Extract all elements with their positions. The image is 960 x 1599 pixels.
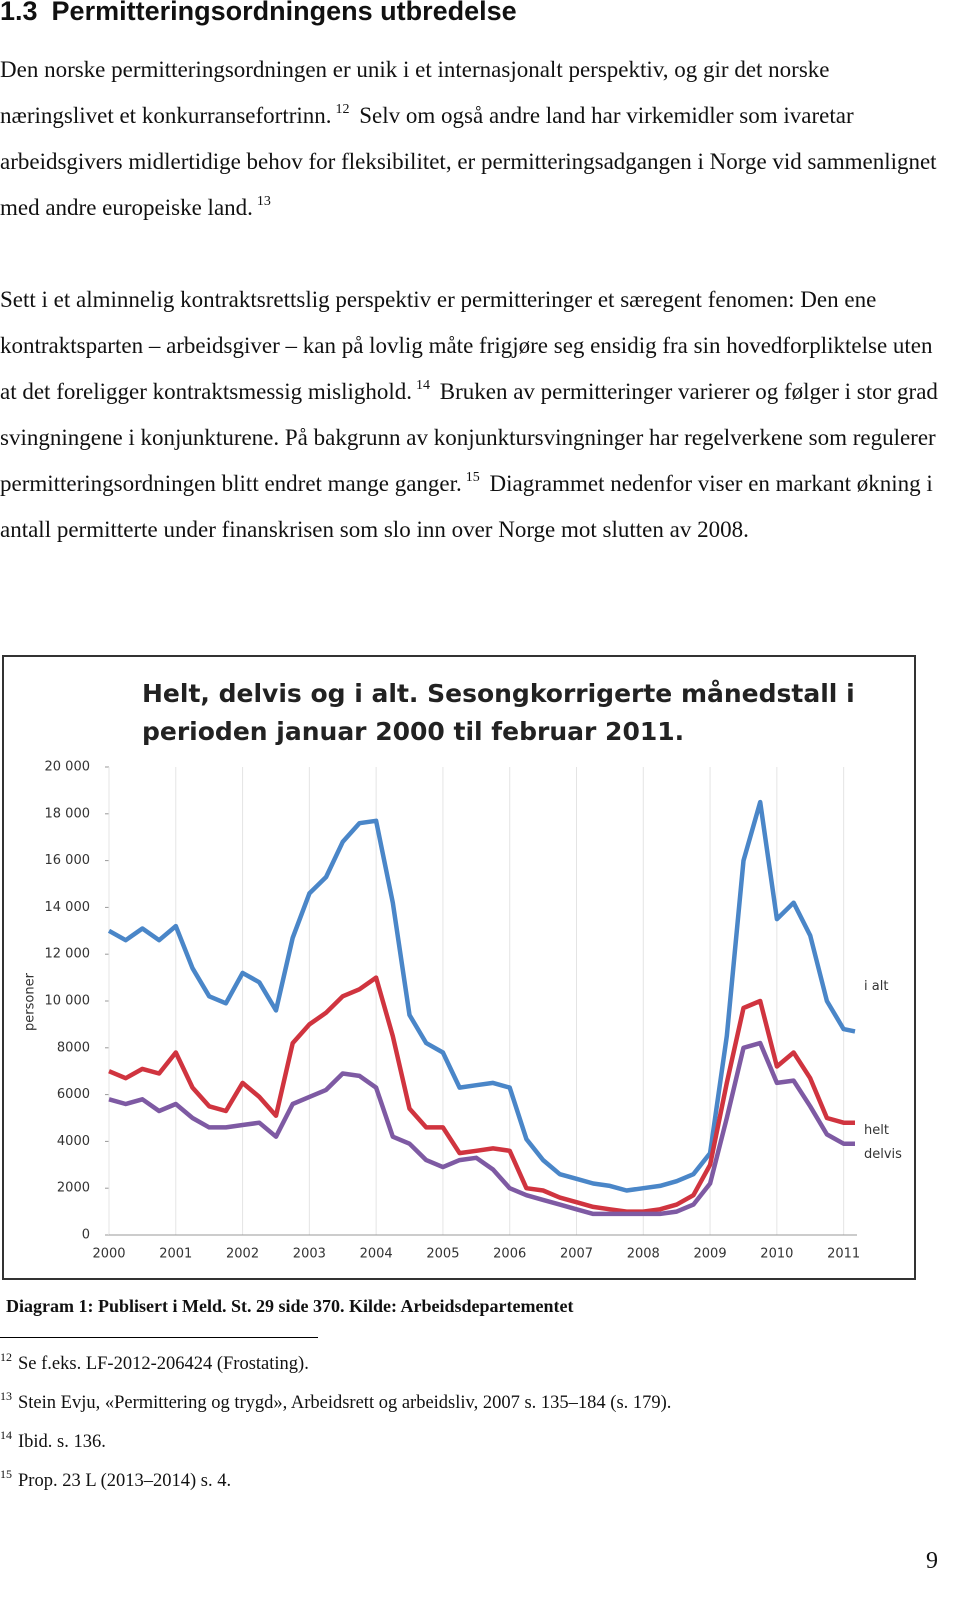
- footnote-number: 12: [0, 1350, 12, 1364]
- section-heading: 1.3 Permitteringsordningens utbredelse: [0, 0, 517, 27]
- x-tick-label: 2011: [827, 1247, 860, 1262]
- x-tick-label: 2009: [694, 1247, 727, 1262]
- x-tick-label: 2003: [293, 1247, 326, 1262]
- footnote-ref: 14: [416, 378, 431, 393]
- x-tick-label: 2005: [426, 1247, 459, 1262]
- footnote-text: Stein Evju, «Permittering og trygd», Arb…: [18, 1393, 672, 1413]
- y-tick-label: 18 000: [45, 806, 91, 821]
- footnote-text: Se f.eks. LF-2012-206424 (Frostating).: [18, 1354, 309, 1374]
- footnote-text: Prop. 23 L (2013–2014) s. 4.: [18, 1471, 232, 1491]
- x-tick-label: 2007: [560, 1247, 593, 1262]
- text-run: Den norske permitteringsordningen er uni…: [0, 57, 830, 128]
- footnote-text: Ibid. s. 136.: [18, 1432, 106, 1452]
- x-tick-label: 2010: [760, 1247, 793, 1262]
- section-number: 1.3: [0, 0, 38, 26]
- x-tick-label: 2004: [360, 1247, 393, 1262]
- text-run: Bruken av permitteringer varierer og føl…: [0, 379, 938, 496]
- y-tick-label: 20 000: [45, 760, 91, 775]
- legend-label: helt: [864, 1123, 889, 1138]
- x-tick-label: 2001: [159, 1247, 192, 1262]
- legend-label: i alt: [864, 979, 888, 994]
- x-tick-label: 2006: [493, 1247, 526, 1262]
- x-tick-label: 2000: [92, 1247, 125, 1262]
- footnote-ref: 13: [256, 194, 271, 209]
- text-run: Diagrammet nedenfor viser en markant økn…: [0, 471, 933, 542]
- y-tick-label: 10 000: [45, 994, 91, 1009]
- chart-frame: 0 2000 4000 6000 8000 10 000 12 000 14 000 16 00…: [2, 655, 916, 1280]
- y-tick-label: 6000: [57, 1087, 90, 1102]
- footnote-rule: [0, 1337, 318, 1338]
- y-tick-label: 14 000: [45, 900, 91, 915]
- y-tick-label: 2000: [57, 1181, 90, 1196]
- text-run: Selv om også andre land har virkemidler …: [0, 103, 937, 220]
- y-axis-label: personer: [23, 972, 38, 1031]
- text-run: Sett i et alminnelig kontraktsrettslig p…: [0, 287, 933, 404]
- footnote-number: 14: [0, 1428, 12, 1442]
- y-tick-label: 8000: [57, 1040, 90, 1055]
- chart-title: Helt, delvis og i alt. Sesongkorrigerte …: [142, 679, 855, 746]
- section-title: Permitteringsordningens utbredelse: [51, 0, 517, 26]
- paragraph: Sett i et alminnelig kontraktsrettslig p…: [0, 277, 945, 553]
- footnote: 12 Se f.eks. LF-2012-206424 (Frostating).: [0, 1350, 309, 1375]
- y-tick-label: 12 000: [45, 947, 91, 962]
- y-tick-label: 16 000: [45, 853, 91, 868]
- footnote-number: 13: [0, 1389, 12, 1403]
- page-number: 9: [926, 1548, 938, 1574]
- series-line: [108, 975, 855, 1214]
- footnote-number: 15: [0, 1467, 12, 1481]
- footnote: 13 Stein Evju, «Permittering og trygd», A…: [0, 1389, 671, 1414]
- footnote: 14 Ibid. s. 136.: [0, 1428, 106, 1453]
- y-tick-label: 4000: [57, 1134, 90, 1149]
- footnote: 15 Prop. 23 L (2013–2014) s. 4.: [0, 1467, 231, 1492]
- footnote-ref: 12: [335, 102, 350, 117]
- series-line: [107, 799, 856, 1193]
- caption: Diagram 1: Publisert i Meld. St. 29 side…: [6, 1296, 574, 1316]
- paragraph: Den norske permitteringsordningen er uni…: [0, 47, 945, 231]
- x-tick-label: 2008: [627, 1247, 660, 1262]
- y-tick-label: 0: [82, 1228, 90, 1243]
- legend-label: delvis: [864, 1147, 902, 1162]
- series-line: [108, 1040, 855, 1217]
- footnote-ref: 15: [465, 470, 480, 485]
- x-tick-label: 2002: [226, 1247, 259, 1262]
